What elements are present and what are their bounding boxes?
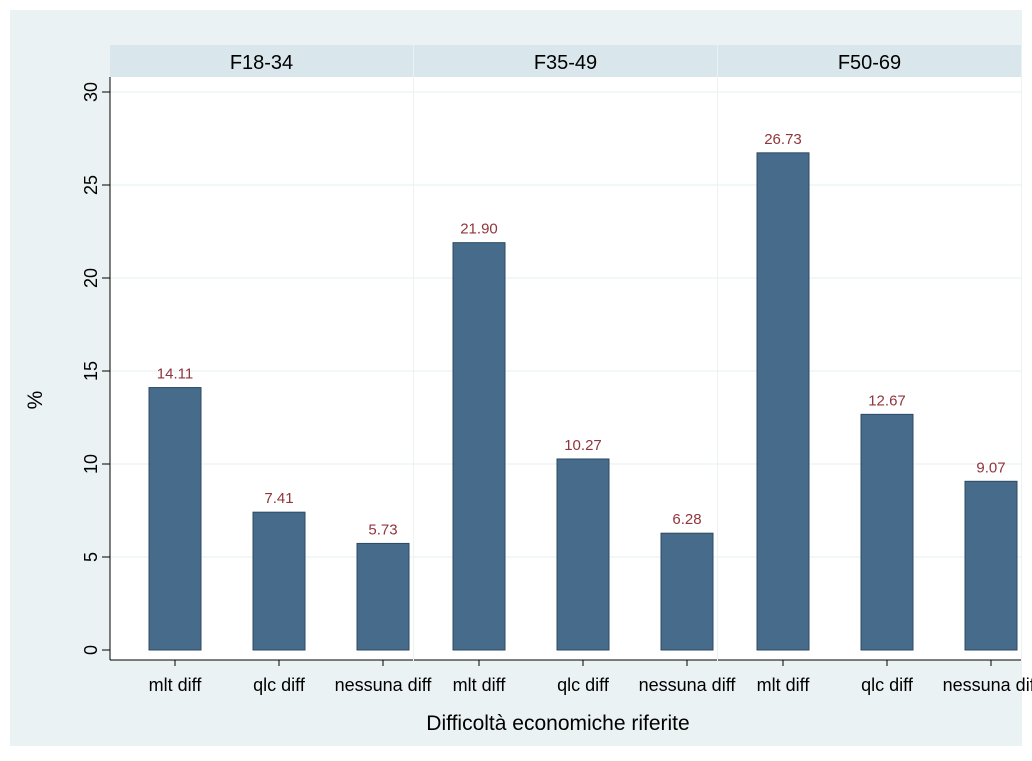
x-tick-label: qlc diff (861, 675, 914, 695)
bar-value-label: 14.11 (157, 366, 193, 383)
bar-value-label: 10.27 (564, 437, 602, 454)
panel-title: F18-34 (230, 52, 293, 74)
x-tick-label: mlt diff (757, 675, 811, 695)
panel-f18-34: F18-34 14.11 mlt diff 7.41 qlc diff 5.73 nessu… (110, 45, 432, 695)
y-tick-label: 10 (81, 454, 101, 474)
y-tick-label: 15 (81, 361, 101, 381)
bar-value-label: 26.73 (764, 131, 802, 148)
panel-header (414, 45, 717, 77)
bar (148, 387, 202, 651)
x-tick-label: nessuna diff (943, 675, 1032, 695)
panel-title: F50-69 (838, 52, 901, 74)
bar (860, 413, 914, 651)
bar (964, 480, 1018, 651)
bar (252, 511, 306, 651)
x-tick-label: mlt diff (453, 675, 507, 695)
bar-value-label: 5.73 (368, 521, 397, 538)
x-tick-label: nessuna diff (335, 675, 433, 695)
bar-value-label: 9.07 (976, 459, 1005, 476)
x-tick-label: nessuna diff (639, 675, 737, 695)
panel-title: F35-49 (534, 52, 597, 74)
y-axis-label: % (24, 391, 47, 410)
bar (556, 458, 610, 651)
panel-header (718, 45, 1021, 77)
bar-value-label: 21.90 (460, 221, 498, 238)
x-axis-label: Difficoltà economiche riferite (426, 712, 689, 735)
x-tick-label: qlc diff (557, 675, 610, 695)
bar-value-label: 6.28 (672, 511, 701, 528)
y-tick-label: 30 (81, 82, 101, 102)
panel-header (110, 45, 413, 77)
panel-f35-49: F35-49 21.90 mlt diff 10.27 qlc diff 6.28 ness… (414, 45, 736, 695)
bar (660, 532, 714, 651)
panels-layer: F18-34 14.11 mlt diff 7.41 qlc diff 5.73 nessu… (110, 45, 1032, 695)
bar (756, 152, 810, 651)
y-tick-label: 0 (81, 645, 101, 655)
y-axis: 0 5 10 15 20 25 30 (81, 77, 111, 660)
bar-value-label: 12.67 (868, 392, 906, 409)
y-tick-label: 5 (81, 552, 101, 562)
panel-f50-69: F50-69 26.73 mlt diff 12.67 qlc diff 9.07 ness… (718, 45, 1032, 695)
bar-value-label: 7.41 (264, 490, 293, 507)
y-tick-label: 25 (81, 175, 101, 195)
x-tick-label: mlt diff (149, 675, 203, 695)
y-tick-label: 20 (81, 268, 101, 288)
x-tick-label: qlc diff (253, 675, 306, 695)
bar (452, 242, 506, 651)
bar (356, 542, 410, 651)
